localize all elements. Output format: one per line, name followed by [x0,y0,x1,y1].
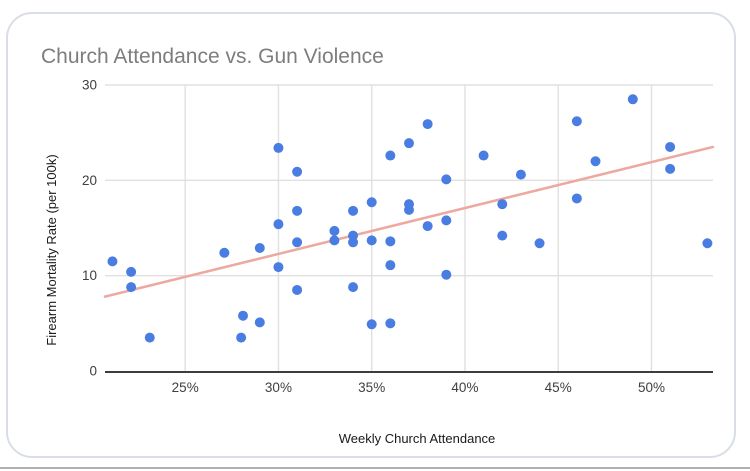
data-point [107,256,118,267]
chart-title: Church Attendance vs. Gun Violence [41,45,384,68]
data-point [348,282,359,293]
data-point [385,236,396,247]
data-point [292,284,303,295]
data-point [534,238,545,249]
data-point [238,310,249,321]
bottom-divider [0,467,750,469]
data-point [515,169,526,180]
x-tick-label: 35% [358,380,385,395]
data-point [571,193,582,204]
data-point [126,282,137,293]
data-point [273,142,284,153]
data-point [441,174,452,185]
data-point [590,156,601,167]
data-point [497,199,508,210]
data-point [627,94,638,105]
data-point [329,235,340,246]
data-point [273,219,284,230]
data-point [665,163,676,174]
data-point [702,238,713,249]
data-point [366,319,377,330]
trendline [103,145,715,298]
data-point [385,150,396,161]
data-point [497,230,508,241]
data-point [273,262,284,273]
data-point [385,260,396,271]
data-point [478,150,489,161]
data-point [404,138,414,149]
data-point [254,317,265,328]
y-tick-label: 0 [89,364,97,379]
data-point [144,332,155,343]
data-point [366,235,377,246]
data-point [254,243,265,254]
data-point [126,266,137,277]
y-tick-label: 20 [82,173,97,188]
data-point [236,332,247,343]
data-point [219,247,230,258]
y-tick-label: 10 [82,268,97,283]
x-tick-label: 50% [638,380,665,395]
y-tick-label: 30 [82,78,97,93]
data-point [366,197,377,208]
x-tick-label: 45% [545,380,572,395]
data-point [292,205,303,216]
data-point [422,221,433,232]
data-point [329,225,340,236]
data-point [348,205,359,216]
x-tick-label: 30% [265,380,292,395]
data-point [571,116,582,127]
data-point [292,166,303,177]
data-point [404,204,414,215]
x-tick-label: 25% [172,380,199,395]
data-point [422,119,433,130]
x-axis-title: Weekly Church Attendance [338,431,496,446]
x-tick-label: 40% [451,380,478,395]
data-point [665,141,676,152]
data-point [348,237,359,248]
data-point [441,269,452,280]
data-point [441,215,452,226]
data-point [385,318,396,329]
data-point [292,237,303,248]
